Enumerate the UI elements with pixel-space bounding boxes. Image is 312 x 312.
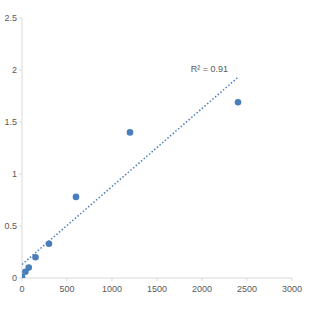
y-tick-label: 0.5 <box>4 221 17 231</box>
y-tick-label: 2 <box>12 65 17 75</box>
plot-area <box>22 77 241 278</box>
x-tick-label: 2000 <box>192 284 212 294</box>
data-point <box>127 129 134 136</box>
x-tick <box>157 278 158 281</box>
y-tick-label: 0 <box>12 273 17 283</box>
x-tick <box>292 278 293 281</box>
x-tick-label: 500 <box>59 284 74 294</box>
y-tick <box>19 174 22 175</box>
y-tick-label: 1.5 <box>4 117 17 127</box>
y-tick-label: 2.5 <box>4 13 17 23</box>
x-tick-label: 1000 <box>102 284 122 294</box>
data-point <box>25 264 32 271</box>
chart-root: 0 0.5 1 1.5 2 2.5 0 500 1000 1500 2000 2500 3000 R² =… <box>0 0 312 312</box>
y-tick <box>19 70 22 71</box>
x-tick <box>247 278 248 281</box>
x-tick <box>67 278 68 281</box>
y-tick <box>19 122 22 123</box>
data-point <box>235 99 242 106</box>
x-tick-label: 3000 <box>282 284 302 294</box>
r-squared-label: R² = 0.91 <box>191 64 228 74</box>
y-tick <box>19 18 22 19</box>
x-tick <box>22 278 23 281</box>
x-tick-label: 0 <box>19 284 24 294</box>
data-point <box>73 194 80 201</box>
x-tick <box>112 278 113 281</box>
y-axis-line <box>22 18 23 278</box>
y-tick-label: 1 <box>12 169 17 179</box>
x-tick-label: 1500 <box>147 284 167 294</box>
y-tick <box>19 226 22 227</box>
chart-svg: 0 0.5 1 1.5 2 2.5 0 500 1000 1500 2000 2500 3000 R² =… <box>0 0 312 312</box>
x-tick <box>202 278 203 281</box>
trend-line <box>22 77 238 264</box>
x-tick-label: 2500 <box>237 284 257 294</box>
